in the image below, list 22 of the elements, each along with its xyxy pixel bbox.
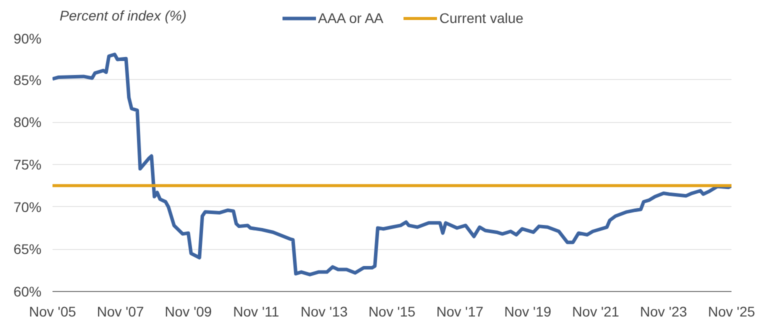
x-tick-label: Nov '13 — [300, 304, 348, 320]
y-tick-label: 90% — [13, 30, 42, 46]
line-series — [52, 52, 732, 276]
x-tick-label: Nov '15 — [368, 304, 416, 320]
x-tick-label: Nov '09 — [164, 304, 212, 320]
x-tick-label: Nov '25 — [708, 304, 756, 320]
x-tick-label: Nov '23 — [640, 304, 688, 320]
y-tick-label: 75% — [13, 156, 42, 172]
y-tick-label: 85% — [13, 72, 42, 88]
y-tick-label: 60% — [13, 284, 42, 300]
legend-label: Current value — [439, 10, 524, 26]
y-tick-label: 80% — [13, 114, 42, 130]
x-tick-label: Nov '07 — [96, 304, 144, 320]
x-tick-label: Nov '11 — [233, 304, 280, 320]
x-tick-label: Nov '19 — [504, 304, 552, 320]
x-tick-label: Nov '21 — [572, 304, 620, 320]
x-tick-label: Nov '17 — [436, 304, 484, 320]
x-tick-label: Nov '05 — [28, 304, 76, 320]
y-tick-label: 65% — [13, 241, 42, 258]
y-tick-label: 70% — [13, 198, 42, 215]
legend-label: AAA or AA — [318, 10, 384, 26]
y-axis-title: Percent of index (%) — [60, 8, 187, 24]
